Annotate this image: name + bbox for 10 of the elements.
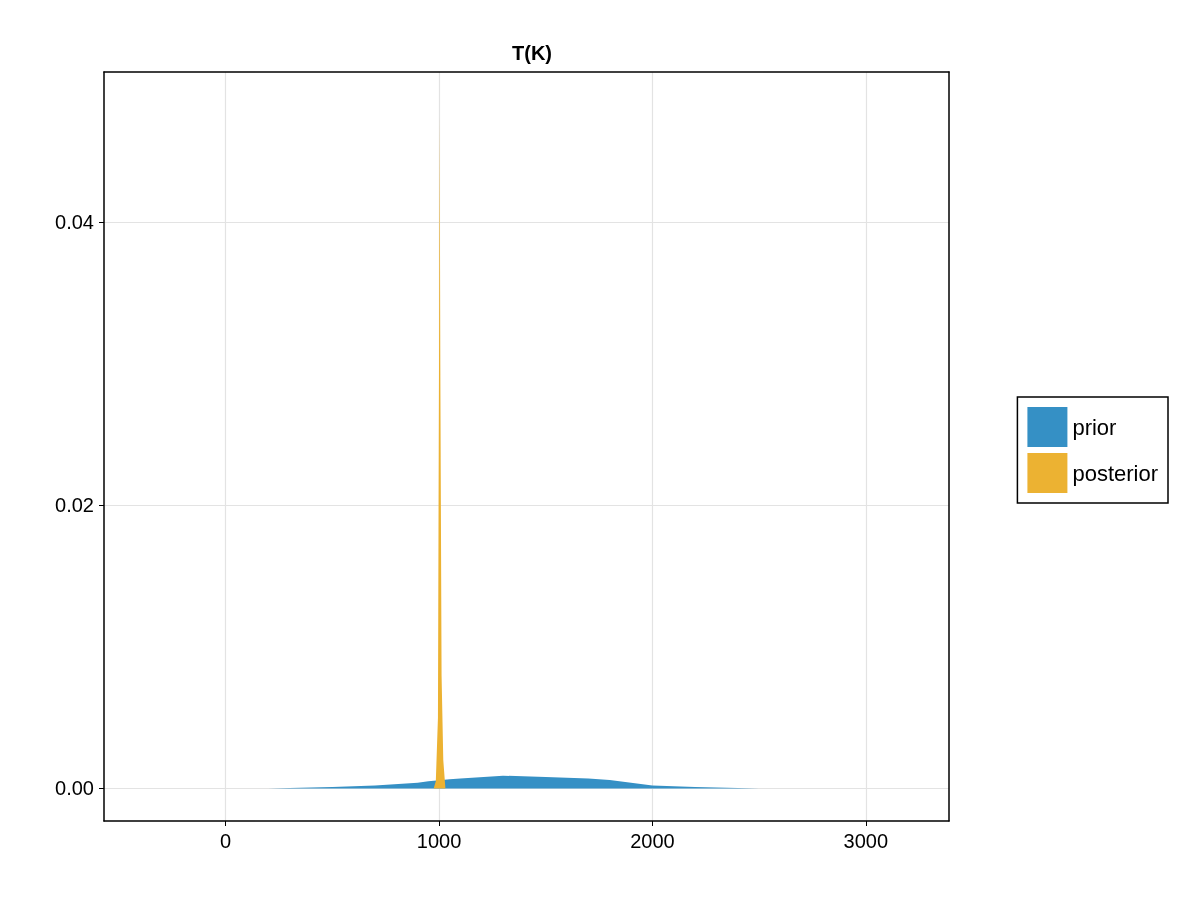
x-tick-label: 2000 xyxy=(630,830,675,852)
y-tick-label: 0.02 xyxy=(55,494,94,517)
y-tick-label: 0.00 xyxy=(55,777,94,800)
x-tick-label: 1000 xyxy=(416,830,462,852)
x-tick-label: 0 xyxy=(220,830,232,852)
chart-title: T(K) xyxy=(512,42,552,64)
legend-label: prior xyxy=(1072,414,1117,440)
legend-label: posterior xyxy=(1072,460,1158,486)
x-tick-label: 3000 xyxy=(843,830,889,852)
y-tick-label: 0.04 xyxy=(55,211,94,234)
